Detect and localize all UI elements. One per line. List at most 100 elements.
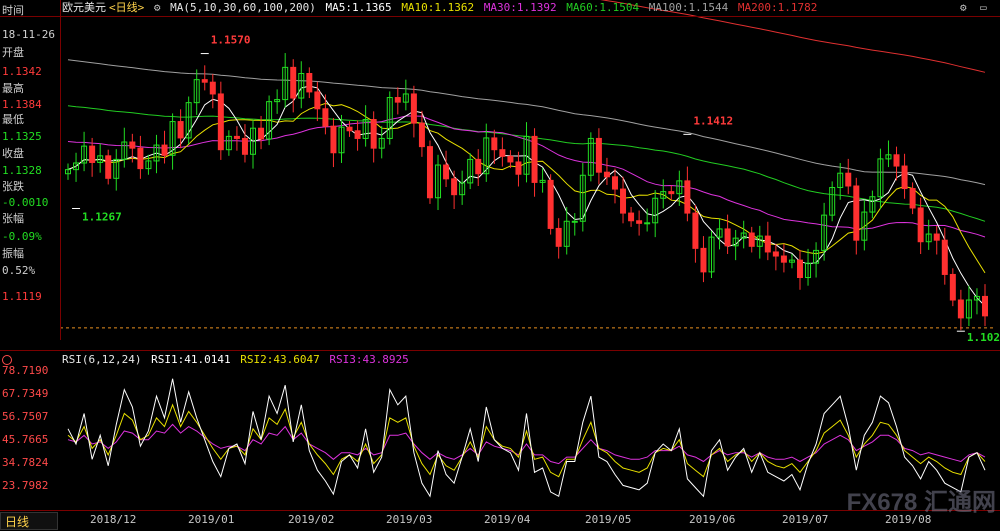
open-value: 1.1342 xyxy=(2,65,42,78)
close-value: 1.1328 xyxy=(2,164,42,177)
candle-body xyxy=(258,127,265,140)
ma-settings-icon[interactable]: ⚙ xyxy=(153,1,161,14)
candle-body xyxy=(483,137,490,175)
candle-body xyxy=(402,93,409,103)
candle-body xyxy=(81,145,88,164)
instrument-title[interactable]: 欧元美元 xyxy=(62,1,106,14)
candle-body xyxy=(620,188,627,214)
candle-body xyxy=(322,108,329,127)
candle-body xyxy=(153,144,160,162)
candle-body xyxy=(97,155,104,163)
rsi-legend-bar: RSI(6,12,24) RSI1:41.0141 RSI2:43.6047 R… xyxy=(62,352,412,368)
rsi-axis-1: 67.7349 xyxy=(2,387,49,400)
candle-body xyxy=(724,228,731,247)
candle-body xyxy=(169,121,176,156)
pct-value: -0.09% xyxy=(2,230,42,243)
rsi1-value: RSI1:41.0141 xyxy=(151,353,231,366)
tab-daily[interactable]: 日线 xyxy=(0,512,58,530)
settings-icon[interactable]: ⚙ xyxy=(960,1,967,14)
time-label: 时间 xyxy=(2,4,24,17)
candle-body xyxy=(418,122,425,148)
candle-body xyxy=(837,172,844,189)
candle-body xyxy=(700,247,707,273)
candle-body xyxy=(965,299,972,319)
candle-body xyxy=(853,185,860,241)
month-tick: 2019/07 xyxy=(782,513,829,526)
candle-body xyxy=(475,158,482,175)
extreme-label: 1.1412 xyxy=(693,114,733,127)
candle-body xyxy=(89,145,96,163)
candle-body xyxy=(877,158,884,198)
candle-body xyxy=(314,91,321,110)
candle-body xyxy=(732,237,739,247)
month-tick: 2019/08 xyxy=(885,513,932,526)
candle-body xyxy=(410,93,417,124)
candle-body xyxy=(893,154,900,167)
candle-body xyxy=(716,228,723,238)
candle-body xyxy=(121,141,128,160)
rsi-panel-icon[interactable] xyxy=(2,355,12,365)
ma30-value: MA30:1.1392 xyxy=(483,1,557,14)
candle-body xyxy=(756,235,763,247)
candle-body xyxy=(499,149,506,157)
candle-body xyxy=(145,160,152,170)
candle-body xyxy=(933,233,940,241)
candle-body xyxy=(982,295,988,317)
candle-body xyxy=(845,172,852,187)
extreme-label: 1.1570 xyxy=(211,34,251,47)
candle-body xyxy=(668,191,675,195)
ma5-value: MA5:1.1365 xyxy=(325,1,392,14)
candle-body xyxy=(660,191,667,199)
candle-body xyxy=(917,207,924,243)
candle-body xyxy=(748,232,755,247)
candle-body xyxy=(282,66,289,101)
candle-body xyxy=(378,137,385,149)
candle-body xyxy=(515,161,522,175)
candle-body xyxy=(241,137,248,155)
month-tick: 2019/06 xyxy=(689,513,736,526)
candle-body xyxy=(531,135,538,183)
amp-label: 振幅 xyxy=(2,247,24,260)
candle-body xyxy=(901,165,908,190)
ma10-value: MA10:1.1362 xyxy=(401,1,475,14)
candle-body xyxy=(869,196,876,213)
candle-body xyxy=(250,127,257,155)
candle-body xyxy=(563,220,570,247)
candle-body xyxy=(306,73,313,93)
candle-body xyxy=(201,79,208,83)
candle-body xyxy=(266,101,273,140)
candle-body xyxy=(587,137,594,176)
period-label[interactable]: <日线> xyxy=(109,1,145,14)
candle-body xyxy=(338,126,345,154)
candle-body xyxy=(555,227,562,247)
rsi-axis-5: 23.7982 xyxy=(2,479,49,492)
candle-body xyxy=(861,211,868,241)
low-value: 1.1325 xyxy=(2,130,42,143)
candle-body xyxy=(225,135,232,151)
candle-body xyxy=(193,79,200,104)
rsi2-value: RSI2:43.6047 xyxy=(240,353,320,366)
candle-body xyxy=(467,158,474,184)
high-value: 1.1384 xyxy=(2,98,42,111)
rsi-axis-4: 34.7824 xyxy=(2,456,49,469)
candle-body xyxy=(949,273,956,301)
rsi-axis-3: 45.7665 xyxy=(2,433,49,446)
month-tick: 2019/03 xyxy=(386,513,433,526)
restore-icon[interactable]: ▭ xyxy=(980,1,987,14)
candle-body xyxy=(73,162,80,171)
candle-body xyxy=(684,180,691,214)
candle-body xyxy=(113,158,120,179)
candle-body xyxy=(217,93,224,151)
extreme-label: 1.1027 xyxy=(967,331,1000,344)
candle-body xyxy=(772,251,779,257)
candle-body xyxy=(209,81,216,95)
candle-body xyxy=(298,73,305,99)
candle-body xyxy=(788,259,795,263)
rsi3-line xyxy=(67,423,986,465)
candle-body xyxy=(780,255,787,263)
price-axis-label: 1.1119 xyxy=(2,290,42,303)
low-label: 最低 xyxy=(2,113,24,126)
candle-body xyxy=(426,146,433,199)
candle-body xyxy=(435,164,442,199)
